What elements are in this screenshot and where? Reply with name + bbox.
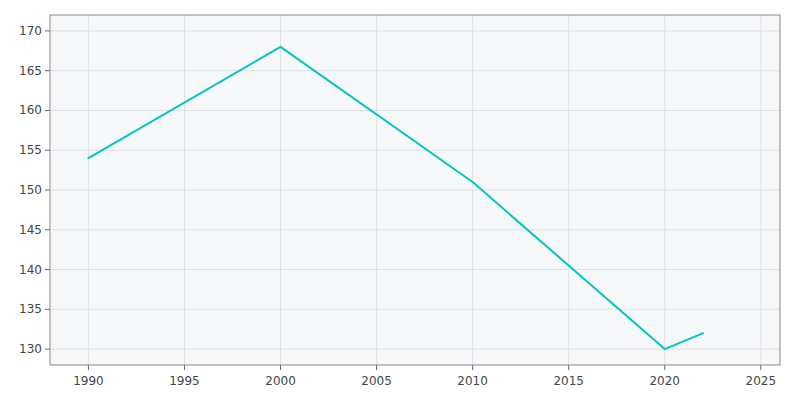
y-grid-line [50, 269, 780, 270]
x-tick [88, 365, 89, 370]
x-tick [472, 365, 473, 370]
y-tick-label: 170 [19, 24, 42, 38]
y-grid-line [50, 30, 780, 31]
x-tick [568, 365, 569, 370]
y-tick [45, 190, 50, 191]
y-tick [45, 229, 50, 230]
y-tick-label: 150 [19, 183, 42, 197]
plot-frame [50, 15, 780, 365]
x-tick [280, 365, 281, 370]
y-grid-line [50, 229, 780, 230]
y-grid-line [50, 150, 780, 151]
chart-container: 1990 1995 2000 2005 2010 2015 2020 2025 130 135 14… [0, 0, 800, 400]
x-tick-label: 1995 [169, 374, 200, 388]
y-grid-line [50, 190, 780, 191]
x-tick-label: 2020 [649, 374, 680, 388]
y-tick-label: 160 [19, 103, 42, 117]
x-tick-label: 2000 [265, 374, 296, 388]
y-tick-label: 145 [19, 223, 42, 237]
y-tick-label: 130 [19, 342, 42, 356]
y-tick-label: 165 [19, 64, 42, 78]
y-tick [45, 70, 50, 71]
grid [50, 15, 780, 365]
x-tick-label: 2015 [553, 374, 584, 388]
x-tick-label: 2025 [746, 374, 777, 388]
y-grid-line [50, 70, 780, 71]
y-tick-label: 155 [19, 143, 42, 157]
x-tick [760, 365, 761, 370]
y-tick-label: 140 [19, 263, 42, 277]
y-tick [45, 110, 50, 111]
x-tick [664, 365, 665, 370]
data-line [88, 47, 703, 349]
y-tick [45, 269, 50, 270]
x-tick [376, 365, 377, 370]
x-tick-label: 1990 [73, 374, 104, 388]
x-tick-label: 2010 [457, 374, 488, 388]
y-grid-line [50, 309, 780, 310]
data-layer [88, 47, 703, 349]
y-tick [45, 150, 50, 151]
y-grid-line [50, 349, 780, 350]
x-tick [184, 365, 185, 370]
y-tick [45, 349, 50, 350]
chart-svg: 1990 1995 2000 2005 2010 2015 2020 2025 130 135 14… [0, 0, 800, 400]
y-tick-label: 135 [19, 302, 42, 316]
y-tick [45, 309, 50, 310]
y-tick [45, 30, 50, 31]
axes: 1990 1995 2000 2005 2010 2015 2020 2025 130 135 14… [19, 15, 780, 388]
x-tick-label: 2005 [361, 374, 392, 388]
y-grid-line [50, 110, 780, 111]
plot-background [50, 15, 780, 365]
